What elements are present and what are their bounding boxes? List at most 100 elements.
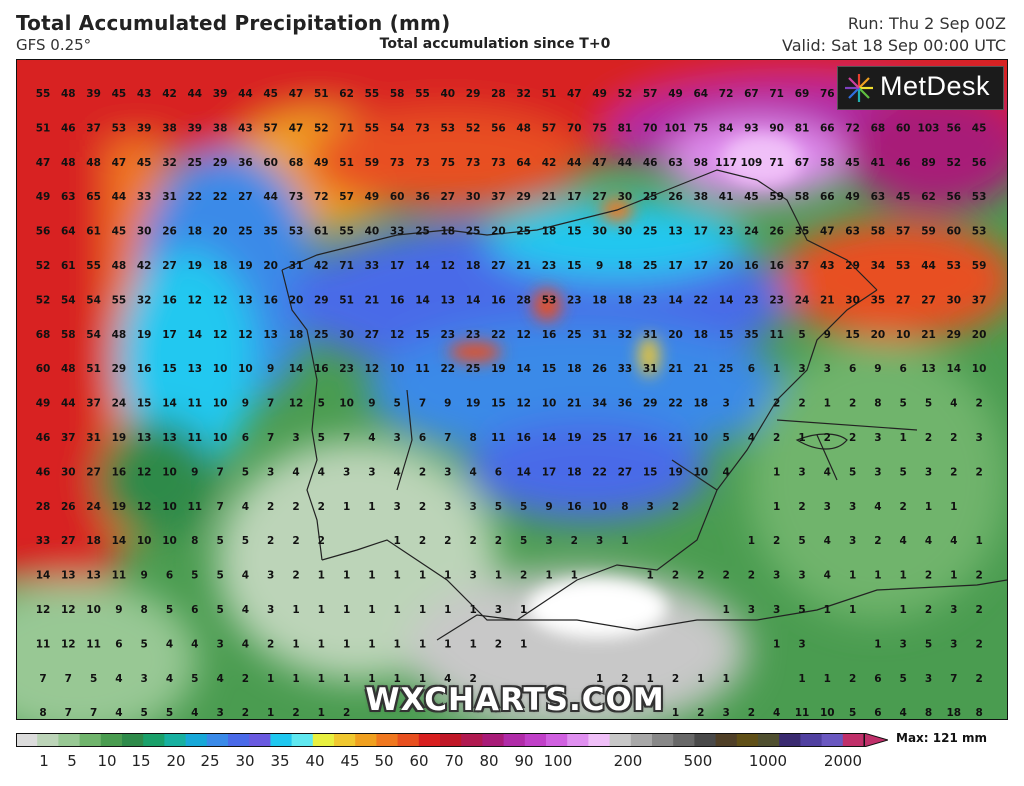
grid-value: 4	[874, 501, 881, 513]
grid-value: 67	[795, 157, 810, 169]
grid-value: 6	[191, 604, 198, 616]
grid-value: 18	[542, 226, 557, 238]
scale-tick-label: 1000	[748, 752, 788, 770]
grid-value: 29	[314, 294, 329, 306]
grid-value: 60	[946, 226, 961, 238]
grid-value: 5	[166, 707, 173, 719]
grid-value: 25	[238, 226, 253, 238]
grid-value: 4	[242, 604, 249, 616]
grid-value: 33	[137, 191, 152, 203]
grid-value: 19	[491, 363, 506, 375]
chart-header: Total Accumulated Precipitation (mm) GFS…	[0, 0, 1024, 58]
grid-value: 18	[567, 466, 582, 478]
grid-value: 27	[162, 260, 177, 272]
grid-value: 62	[339, 88, 354, 100]
grid-value: 3	[141, 673, 148, 685]
grid-value: 5	[520, 535, 527, 547]
grid-value: 71	[339, 122, 354, 134]
grid-value: 16	[567, 501, 582, 513]
grid-value: 26	[769, 226, 784, 238]
grid-value: 1	[394, 673, 401, 685]
grid-value: 2	[318, 535, 325, 547]
grid-value: 2	[798, 398, 805, 410]
grid-value: 21	[921, 329, 936, 341]
grid-value: 18	[86, 535, 101, 547]
chart-subtitle: Total accumulation since T+0	[379, 36, 611, 52]
grid-value: 27	[86, 466, 101, 478]
grid-value: 55	[365, 122, 380, 134]
grid-value: 4	[191, 707, 198, 719]
grid-value: 12	[36, 604, 51, 616]
scale-segment	[122, 733, 144, 747]
grid-value: 7	[950, 673, 957, 685]
grid-value: 73	[466, 157, 481, 169]
grid-value: 5	[166, 604, 173, 616]
grid-value: 5	[90, 673, 97, 685]
grid-value: 4	[824, 535, 831, 547]
grid-value: 4	[115, 707, 122, 719]
grid-value: 13	[238, 294, 253, 306]
grid-value: 5	[925, 398, 932, 410]
grid-value: 29	[516, 191, 531, 203]
grid-value: 2	[292, 570, 299, 582]
grid-value: 25	[643, 226, 658, 238]
grid-value: 56	[491, 122, 506, 134]
grid-value: 3	[900, 638, 907, 650]
logo-text: MetDesk	[880, 71, 991, 101]
grid-value: 56	[946, 122, 961, 134]
grid-value: 31	[643, 363, 658, 375]
grid-value: 10	[137, 535, 152, 547]
scale-segment	[503, 733, 526, 747]
grid-value: 53	[112, 122, 127, 134]
grid-value: 2	[495, 535, 502, 547]
grid-value: 31	[643, 329, 658, 341]
grid-value: 45	[263, 88, 278, 100]
scale-segment	[376, 733, 399, 747]
grid-value: 5	[141, 707, 148, 719]
grid-value: 70	[643, 122, 658, 134]
grid-value: 1	[343, 673, 350, 685]
grid-value: 14	[719, 294, 734, 306]
grid-value: 66	[820, 122, 835, 134]
grid-value: 2	[469, 535, 476, 547]
grid-value: 46	[643, 157, 658, 169]
grid-value: 14	[36, 570, 51, 582]
grid-value: 3	[444, 466, 451, 478]
grid-value: 2	[672, 673, 679, 685]
grid-value: 60	[36, 363, 51, 375]
grid-value: 20	[719, 260, 734, 272]
grid-value: 18	[946, 707, 961, 719]
grid-value: 9	[874, 363, 881, 375]
grid-value: 12	[213, 329, 228, 341]
grid-value: 49	[314, 157, 329, 169]
grid-value: 39	[86, 88, 101, 100]
grid-value: 48	[61, 157, 76, 169]
grid-value: 3	[647, 501, 654, 513]
grid-value: 3	[748, 604, 755, 616]
grid-value: 27	[592, 191, 607, 203]
grid-value: 1	[394, 638, 401, 650]
scale-tick-label: 25	[200, 752, 220, 770]
grid-value: 23	[466, 329, 481, 341]
scale-segment	[567, 733, 589, 747]
grid-value: 55	[36, 88, 51, 100]
grid-value: 3	[773, 604, 780, 616]
grid-value: 1	[394, 604, 401, 616]
grid-value: 24	[86, 501, 101, 513]
grid-value: 4	[318, 466, 325, 478]
coastlines	[281, 169, 1007, 641]
grid-value: 23	[769, 294, 784, 306]
grid-value: 68	[289, 157, 304, 169]
grid-value: 3	[343, 466, 350, 478]
grid-value: 4	[824, 466, 831, 478]
grid-value: 1	[469, 638, 476, 650]
grid-value: 60	[390, 191, 405, 203]
grid-value: 6	[166, 570, 173, 582]
grid-value: 81	[795, 122, 810, 134]
scale-tick-label: 2000	[823, 752, 863, 770]
grid-value: 3	[394, 501, 401, 513]
grid-value: 65	[86, 191, 101, 203]
grid-value: 23	[542, 260, 557, 272]
grid-value: 9	[141, 570, 148, 582]
scale-tick-label: 100	[543, 752, 573, 770]
